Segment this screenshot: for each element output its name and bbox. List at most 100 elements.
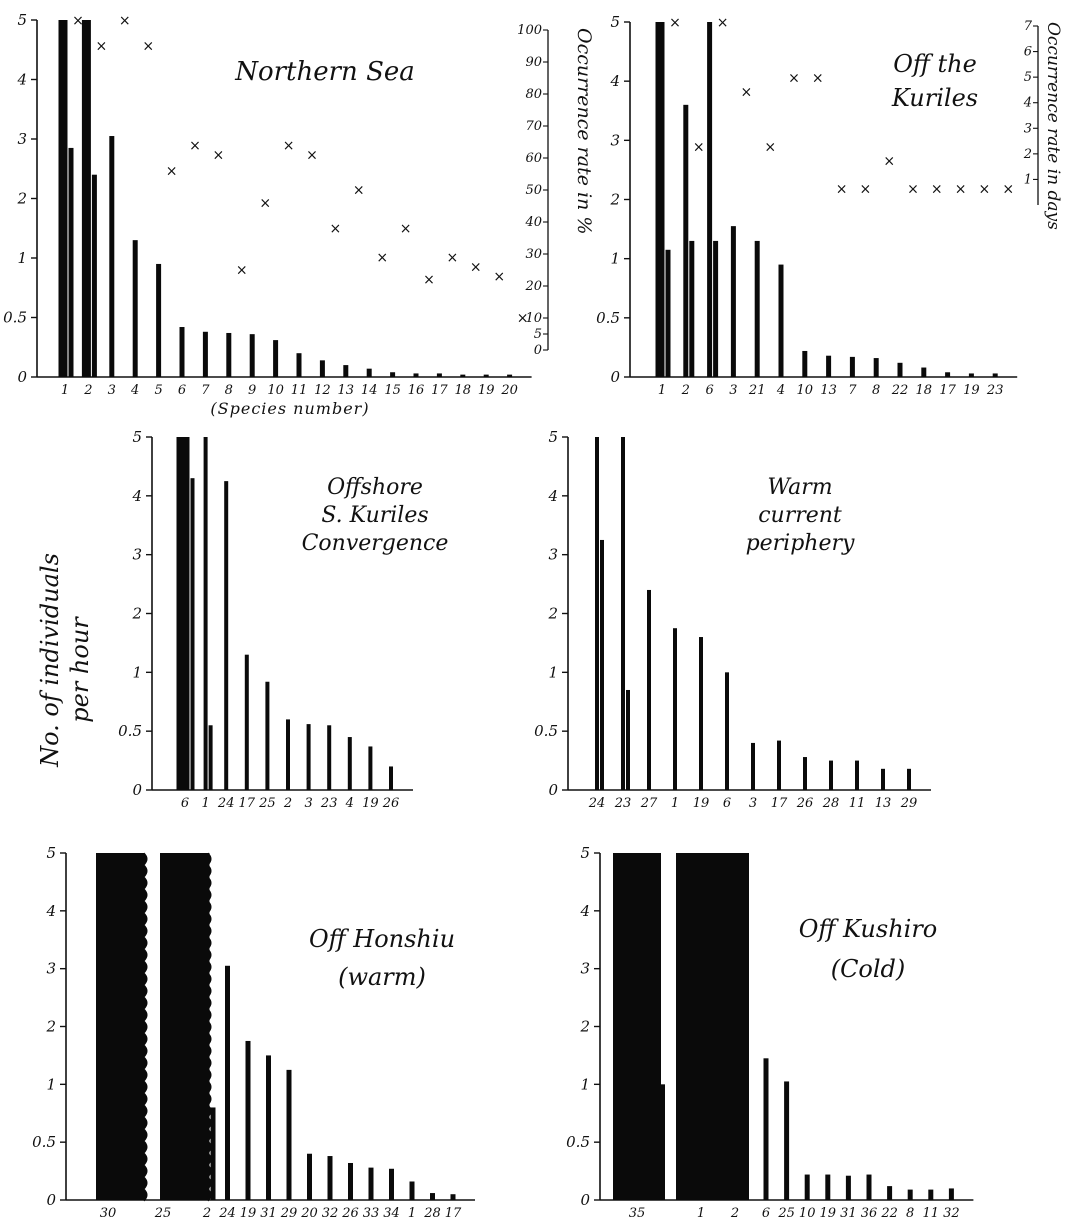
- days-axis-label: Occurrence rate in days: [1043, 22, 1063, 230]
- x-tick-label: 23: [986, 383, 1004, 398]
- x-tick-label: 8: [872, 383, 880, 398]
- occurrence-marker: ×: [493, 269, 505, 285]
- x-tick-label: 19: [362, 796, 379, 811]
- y-tick-label: 0.5: [118, 722, 142, 740]
- chart-title: Kuriles: [891, 84, 978, 112]
- thin-bar: [725, 672, 729, 790]
- x-tick-label: 35: [629, 1206, 646, 1221]
- thin-bar: [845, 1175, 851, 1200]
- thin-bar: [347, 737, 352, 790]
- occurrence-marker: ×: [283, 138, 295, 154]
- thin-bar: [647, 589, 651, 790]
- secondary-tick-label: 4: [1023, 96, 1032, 111]
- chart-title: periphery: [746, 531, 855, 556]
- y-tick-label: 5: [46, 844, 56, 862]
- thin-bar: [802, 350, 808, 377]
- y-tick-label: 5: [17, 11, 27, 29]
- y-tick-label: 2: [131, 605, 142, 623]
- chart-title: Offshore: [327, 475, 423, 500]
- thin-bar: [921, 367, 927, 377]
- thin-bar: [699, 637, 703, 790]
- thick-bar: [81, 20, 91, 377]
- x-tick-label: 7: [848, 383, 857, 398]
- thin-bar: [202, 331, 208, 377]
- y-tick-label: 3: [46, 960, 56, 978]
- occurrence-marker: ×: [693, 140, 705, 156]
- y-tick-label: 0: [17, 368, 27, 386]
- occurrence-marker: ×: [447, 250, 459, 266]
- y-tick-label: 1: [580, 1075, 590, 1093]
- occurrence-marker: ×: [306, 147, 318, 163]
- x-tick-label: 17: [239, 796, 256, 811]
- thin-bar: [224, 481, 229, 790]
- x-tick-label: 8: [225, 383, 233, 398]
- x-tick-label: 13: [338, 383, 355, 398]
- second-bar: [626, 689, 630, 790]
- x-tick-label: 17: [445, 1206, 462, 1221]
- thin-bar: [730, 226, 736, 377]
- thin-bar: [897, 362, 903, 377]
- thin-bar: [266, 1055, 271, 1200]
- x-tick-label: 22: [891, 383, 909, 398]
- x-tick-label: 20: [500, 383, 518, 398]
- x-tick-label: 12: [314, 383, 331, 398]
- percent-axis-label: Occurrence rate in %: [573, 28, 595, 234]
- xlabel-species: (Species number): [210, 399, 369, 418]
- x-tick-label: 2: [283, 796, 292, 811]
- x-tick-label: 6: [178, 383, 186, 398]
- thin-bar: [265, 681, 270, 790]
- x-tick-label: 34: [383, 1206, 400, 1221]
- x-tick-label: 32: [943, 1206, 960, 1221]
- secondary-tick-label: 70: [525, 119, 542, 134]
- x-tick-label: 2: [681, 383, 690, 398]
- second-bar: [600, 539, 604, 790]
- secondary-tick-label: 100: [517, 23, 542, 38]
- y-tick-label: 0.5: [534, 722, 558, 740]
- occurrence-marker: ×: [119, 13, 131, 29]
- thin-bar: [286, 1069, 292, 1200]
- x-tick-label: 17: [431, 383, 448, 398]
- occurrence-marker: ×: [836, 181, 848, 197]
- secondary-tick-label: 2: [1023, 147, 1032, 162]
- thin-bar: [483, 374, 489, 377]
- y-tick-label: 1: [610, 250, 620, 268]
- x-tick-label: 23: [320, 796, 338, 811]
- y-tick-label: 0: [548, 781, 558, 799]
- x-tick-label: 22: [880, 1206, 898, 1221]
- thin-bar: [343, 365, 349, 377]
- occurrence-marker: ×: [166, 163, 178, 179]
- x-tick-label: 11: [849, 796, 866, 811]
- thin-bar: [754, 240, 760, 377]
- thin-bar: [273, 340, 279, 377]
- thin-bar: [784, 1081, 790, 1200]
- occurrence-marker: ×: [236, 263, 248, 279]
- ylabel-group: No. of individuals per hour: [36, 553, 94, 768]
- x-tick-label: 3: [749, 796, 757, 811]
- secondary-tick-label: 90: [525, 55, 542, 70]
- secondary-tick-label: 30: [525, 247, 542, 262]
- thin-bar: [460, 374, 466, 377]
- x-tick-label: 1: [671, 796, 679, 811]
- thin-bar: [244, 654, 249, 790]
- thin-bar: [430, 1193, 435, 1200]
- thin-bar: [203, 437, 208, 790]
- thin-bar: [763, 1058, 769, 1200]
- y-tick-label: 4: [579, 902, 590, 920]
- x-tick-label: 23: [614, 796, 632, 811]
- thin-bar: [156, 263, 162, 377]
- y-tick-label: 4: [45, 902, 56, 920]
- thin-bar: [368, 746, 373, 790]
- x-tick-label: 28: [822, 796, 840, 811]
- y-tick-label: 3: [17, 130, 27, 148]
- occurrence-marker: ×: [259, 195, 271, 211]
- x-tick-label: 26: [796, 796, 814, 811]
- x-tick-label: 19: [478, 383, 495, 398]
- x-tick-label: 1: [61, 383, 69, 398]
- y-tick-label: 5: [610, 13, 620, 31]
- thin-bar: [948, 1188, 954, 1200]
- thin-bar: [777, 740, 781, 790]
- x-tick-label: 6: [762, 1206, 770, 1221]
